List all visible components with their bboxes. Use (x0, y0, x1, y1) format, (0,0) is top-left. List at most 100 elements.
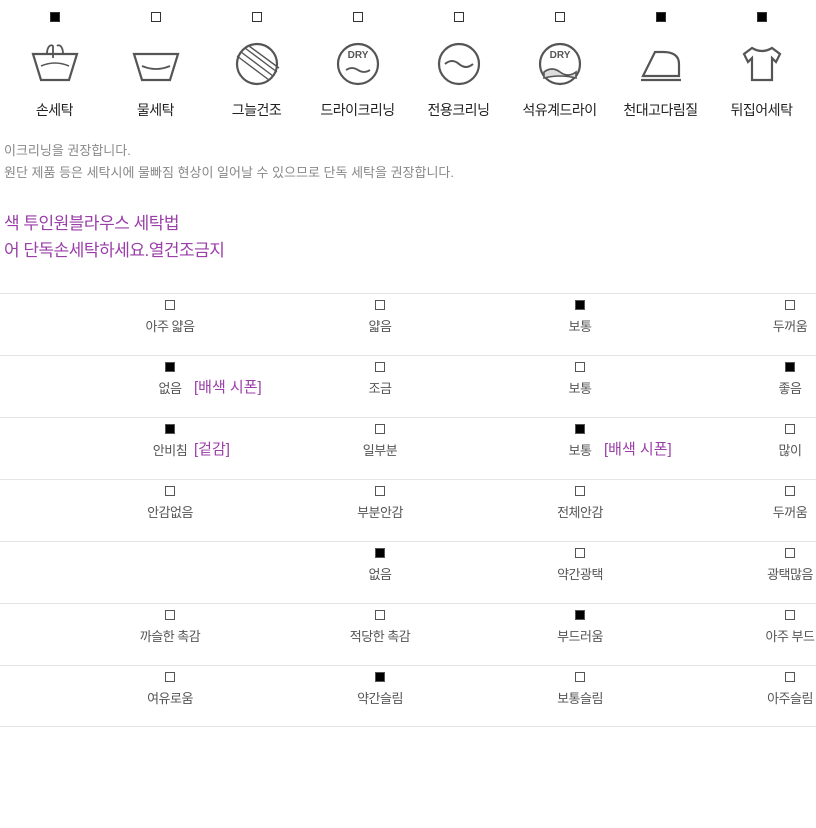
option-label: 조금 (369, 378, 392, 397)
annotation-tag: [겉감] (194, 438, 230, 459)
special-icon (431, 36, 487, 92)
purple-line: 어 단독손세탁하세요.열건조금지 (4, 237, 816, 264)
attribute-cell: 많이 (750, 418, 816, 479)
attribute-cell: 부드러움 (540, 604, 620, 665)
checkbox-marker (555, 12, 565, 22)
basin-icon (128, 36, 184, 92)
option-label: 약간슬림 (357, 688, 403, 707)
option-label: 약간광택 (557, 564, 603, 583)
option-marker (375, 486, 385, 496)
care-label: 물세탁 (137, 100, 174, 120)
option-marker (375, 424, 385, 434)
option-label: 두꺼움 (773, 502, 807, 521)
option-label: 보통 (569, 316, 592, 335)
option-marker (785, 486, 795, 496)
attribute-row: 없음 약간광택 광택많음 (0, 541, 816, 603)
attribute-grid: 아주 얇음얇음보통두꺼움없음조금보통좋음[배색 시폰]안비침일부분보통많이[겉감… (0, 293, 816, 727)
care-instructions-row: 손세탁 물세탁 그늘건조 DRY 드라이크리닝 전용크리닝 DRY 석유계드라이 천대고다림질뒤… (0, 12, 816, 120)
attribute-row: 없음조금보통좋음[배색 시폰] (0, 355, 816, 417)
annotation-tag: [배색 시폰] (194, 376, 262, 397)
option-marker (165, 672, 175, 682)
checkbox-marker (252, 12, 262, 22)
option-marker (165, 424, 175, 434)
attribute-row: 까슬한 촉감 적당한 촉감 부드러움 아주 부드 (0, 603, 816, 665)
checkbox-marker (757, 12, 767, 22)
dry-icon: DRY (330, 36, 386, 92)
option-label: 부드러움 (557, 626, 603, 645)
attribute-row: 여유로움약간슬림보통슬림아주슬림 (0, 665, 816, 727)
option-label: 보통슬림 (557, 688, 603, 707)
option-label: 아주 부드 (766, 626, 815, 645)
option-marker (375, 672, 385, 682)
option-label: 두꺼움 (773, 316, 807, 335)
option-marker (575, 672, 585, 682)
attribute-cell: 적당한 촉감 (340, 604, 420, 665)
iron-icon (633, 36, 689, 92)
care-label: 석유계드라이 (522, 100, 596, 120)
care-item: 그늘건조 (206, 12, 307, 120)
attribute-cell: 아주 부드 (750, 604, 816, 665)
attribute-cell: 부분안감 (340, 480, 420, 541)
svg-text:DRY: DRY (347, 50, 368, 61)
option-marker (575, 486, 585, 496)
note-line: 원단 제품 등은 세탁시에 물빠짐 현상이 일어날 수 있으므로 단독 세탁을 … (4, 162, 816, 184)
option-marker (375, 610, 385, 620)
option-marker (575, 300, 585, 310)
care-label: 전용크리닝 (428, 100, 490, 120)
option-marker (375, 300, 385, 310)
option-label: 얇음 (369, 316, 392, 335)
attribute-row: 아주 얇음 얇음 보통 두꺼움 (0, 293, 816, 355)
care-item: DRY 석유계드라이 (509, 12, 610, 120)
checkbox-marker (353, 12, 363, 22)
option-marker (165, 486, 175, 496)
attribute-cell: 일부분 (340, 418, 420, 479)
option-label: 까슬한 촉감 (140, 626, 200, 645)
option-label: 아주 얇음 (146, 316, 195, 335)
care-label: 드라이크리닝 (320, 100, 394, 120)
option-label: 안비침 (153, 440, 187, 459)
checkbox-marker (454, 12, 464, 22)
svg-text:DRY: DRY (549, 50, 570, 61)
shirt-icon (734, 36, 790, 92)
option-label: 보통 (569, 440, 592, 459)
option-marker (785, 672, 795, 682)
wash-method-block: 색 투인원블라우스 세탁법 어 단독손세탁하세요.열건조금지 (0, 210, 816, 264)
attribute-cell: 약간슬림 (340, 666, 420, 726)
option-label: 일부분 (363, 440, 397, 459)
attribute-cell: 얇음 (340, 294, 420, 355)
care-label: 뒤집어세탁 (731, 100, 793, 120)
option-marker (575, 548, 585, 558)
option-label: 아주슬림 (767, 688, 813, 707)
care-notes: 이크리닝을 권장합니다. 원단 제품 등은 세탁시에 물빠짐 현상이 일어날 수… (0, 140, 816, 184)
checkbox-marker (50, 12, 60, 22)
option-label: 적당한 촉감 (350, 626, 410, 645)
attribute-cell: 보통슬림 (540, 666, 620, 726)
care-item: 천대고다림질 (610, 12, 711, 120)
option-marker (575, 610, 585, 620)
care-item: 손세탁 (4, 12, 105, 120)
care-label: 손세탁 (36, 100, 73, 120)
attribute-cell: 조금 (340, 356, 420, 417)
option-marker (165, 610, 175, 620)
care-item: 물세탁 (105, 12, 206, 120)
petdry-icon: DRY (532, 36, 588, 92)
option-marker (785, 548, 795, 558)
option-marker (375, 362, 385, 372)
attribute-cell: 아주슬림 (750, 666, 816, 726)
attribute-cell: 약간광택 (540, 542, 620, 603)
attribute-cell: 안감없음 (130, 480, 210, 541)
attribute-row: 안감없음 부분안감 전체안감 두꺼움 (0, 479, 816, 541)
option-marker (375, 548, 385, 558)
attribute-cell: 두꺼움 (750, 480, 816, 541)
option-marker (785, 424, 795, 434)
option-marker (165, 300, 175, 310)
option-marker (785, 362, 795, 372)
option-marker (575, 424, 585, 434)
checkbox-marker (151, 12, 161, 22)
attribute-cell: 전체안감 (540, 480, 620, 541)
attribute-cell: 두꺼움 (750, 294, 816, 355)
option-label: 전체안감 (557, 502, 603, 521)
option-label: 없음 (369, 564, 392, 583)
attribute-cell: 없음 (340, 542, 420, 603)
option-label: 광택많음 (767, 564, 813, 583)
